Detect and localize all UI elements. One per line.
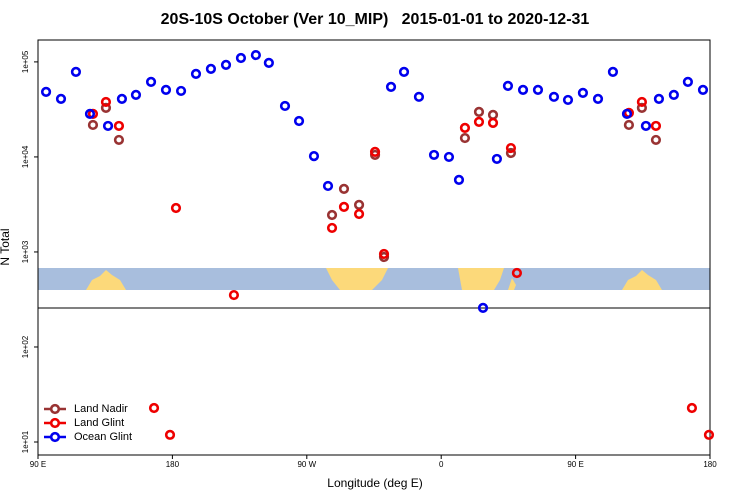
- point: [145, 76, 157, 87]
- point: [640, 120, 652, 132]
- point: [228, 289, 240, 301]
- plot-frame: [37, 39, 711, 456]
- point: [308, 151, 320, 162]
- point: [113, 134, 125, 146]
- point: [477, 302, 489, 313]
- point: [175, 85, 187, 97]
- legend-marker: [49, 417, 61, 429]
- point: [84, 108, 96, 119]
- point: [650, 120, 662, 132]
- point: [100, 102, 112, 114]
- legend-label: Land Nadir: [74, 403, 128, 415]
- point: [487, 109, 499, 120]
- x-tick-label: 0: [439, 460, 444, 469]
- point: [338, 201, 350, 212]
- point: [592, 93, 604, 104]
- point: [428, 149, 440, 161]
- point: [636, 96, 648, 108]
- point: [102, 120, 114, 132]
- point: [697, 84, 709, 95]
- point: [220, 59, 232, 70]
- point: [491, 153, 503, 165]
- point: [703, 429, 715, 440]
- point: [326, 222, 338, 234]
- point: [100, 96, 112, 108]
- x-tick-label: 180: [166, 460, 180, 469]
- point: [353, 199, 365, 210]
- point: [517, 84, 529, 95]
- x-tick-label: 90 E: [30, 460, 46, 469]
- point: [623, 119, 635, 131]
- point: [235, 52, 247, 64]
- point: [250, 49, 261, 61]
- point: [532, 84, 544, 95]
- point: [378, 248, 390, 260]
- legend-label: Land Glint: [74, 417, 124, 429]
- point: [650, 134, 662, 146]
- legend-marker: [49, 431, 61, 443]
- point: [70, 66, 82, 77]
- point: [40, 86, 52, 97]
- point: [87, 119, 99, 131]
- point: [607, 66, 619, 77]
- point: [473, 106, 485, 117]
- x-tick-label: 90 W: [297, 460, 316, 469]
- point: [668, 89, 679, 100]
- y-tick-label: 1e+01: [21, 430, 30, 453]
- y-tick-label: 1e+05: [21, 50, 30, 73]
- point: [116, 93, 128, 104]
- point: [190, 68, 202, 79]
- chart-title: 20S-10S October (Ver 10_MIP) 2015-01-01 …: [161, 11, 590, 28]
- point: [487, 117, 499, 129]
- point: [636, 102, 648, 114]
- point: [279, 100, 291, 112]
- point: [453, 174, 465, 186]
- point: [170, 202, 182, 214]
- y-axis-label: N Total: [0, 228, 12, 265]
- point: [293, 115, 305, 127]
- x-axis-label: Longitude (deg E): [327, 476, 422, 490]
- point: [322, 180, 334, 192]
- y-tick-label: 1e+02: [21, 335, 30, 358]
- point: [385, 81, 397, 92]
- legend-label: Ocean Glint: [74, 431, 132, 443]
- legend-marker: [49, 403, 61, 415]
- point: [338, 183, 350, 194]
- point: [160, 84, 172, 95]
- point: [505, 142, 517, 154]
- point: [353, 208, 365, 220]
- point: [113, 120, 125, 132]
- point: [577, 87, 589, 98]
- y-tick-label: 1e+03: [21, 240, 30, 263]
- x-tick-label: 90 E: [567, 460, 583, 469]
- point: [326, 209, 338, 221]
- point: [164, 429, 176, 440]
- point: [459, 132, 471, 144]
- point: [562, 94, 574, 106]
- point: [653, 93, 665, 104]
- point: [505, 147, 517, 159]
- point: [473, 116, 485, 127]
- x-tick-label: 180: [703, 460, 717, 469]
- point: [443, 151, 455, 163]
- point: [459, 122, 471, 134]
- point: [148, 402, 160, 414]
- point: [55, 93, 67, 104]
- point: [263, 57, 274, 69]
- point: [682, 76, 693, 87]
- point: [686, 402, 698, 414]
- point: [502, 80, 514, 92]
- point: [130, 89, 142, 100]
- point: [413, 91, 425, 102]
- point: [548, 91, 560, 102]
- point: [369, 146, 381, 157]
- y-tick-label: 1e+04: [21, 145, 30, 168]
- point: [398, 66, 410, 77]
- point: [205, 63, 217, 74]
- point: [621, 108, 633, 119]
- map-strip: [38, 268, 710, 290]
- point: [511, 267, 523, 279]
